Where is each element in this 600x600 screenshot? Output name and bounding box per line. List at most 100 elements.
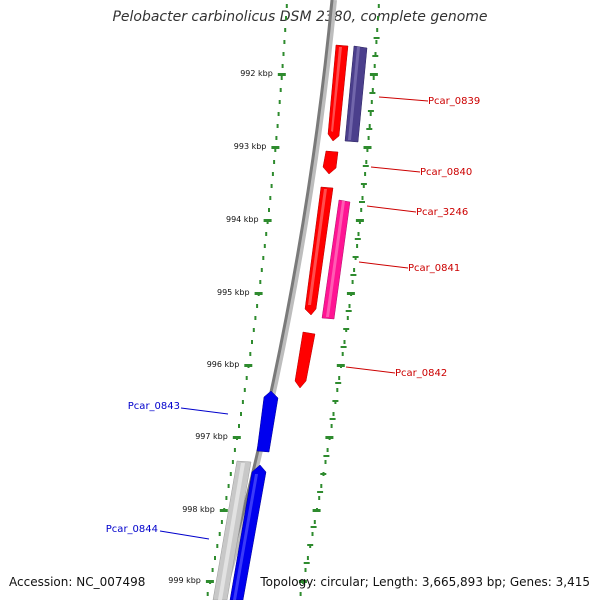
major-tick-right <box>336 364 345 367</box>
genome-summary-text: Topology: circular; Length: 3,665,893 bp… <box>260 575 590 589</box>
tick-dot-left <box>278 100 281 104</box>
kbp-label: 995 kbp <box>217 288 250 297</box>
tick-dot-left <box>279 88 282 92</box>
minor-tick-right <box>335 382 342 384</box>
minor-tick-right <box>366 128 373 130</box>
tick-dot-tracks <box>206 4 380 596</box>
tick-dot-left <box>282 52 285 56</box>
tick-dot-left <box>259 280 262 284</box>
tick-dot-right <box>372 76 375 80</box>
major-tick-left <box>254 292 263 295</box>
tick-dot-left <box>285 16 287 20</box>
major-tick-left <box>263 219 272 222</box>
tick-dot-left <box>275 136 278 140</box>
tick-dot-left <box>220 520 223 524</box>
tick-dot-left <box>238 424 240 428</box>
label-pcar-3246[interactable]: Pcar_3246 <box>416 207 468 218</box>
tick-dot-right <box>343 340 346 344</box>
kbp-label: 998 kbp <box>182 505 215 514</box>
gene-pcar-0842[interactable] <box>294 331 316 389</box>
label-pcar-0840[interactable]: Pcar_0840 <box>420 167 472 178</box>
gene-pcar-0843[interactable] <box>256 390 279 453</box>
tick-dot-left <box>229 472 232 476</box>
tick-dot-right <box>357 232 360 236</box>
minor-tick-right <box>372 55 379 57</box>
tick-dot-right <box>369 112 372 116</box>
tick-dot-left <box>231 460 234 464</box>
major-tick-left <box>232 436 241 439</box>
major-tick-left <box>205 580 214 583</box>
label-pcar-0841[interactable]: Pcar_0841 <box>408 263 460 274</box>
leader-pcar-0839 <box>378 96 429 102</box>
minor-tick-right <box>369 92 376 94</box>
leader-pcar-0844 <box>159 530 210 540</box>
tick-dot-left <box>225 496 228 500</box>
major-tick-left <box>271 146 280 149</box>
gene-pcar-0840[interactable] <box>322 150 339 175</box>
gene-gray-highlight <box>218 463 245 600</box>
minor-tick-right <box>350 274 357 276</box>
tick-dot-left <box>211 568 214 572</box>
gene-pcar-0844-highlight <box>233 474 258 600</box>
label-pcar-0839[interactable]: Pcar_0839 <box>428 96 480 107</box>
kbp-label: 994 kbp <box>226 215 259 224</box>
tick-dot-left <box>271 172 274 176</box>
tick-dot-left <box>274 148 277 152</box>
kbp-ticks: 992 kbp 993 kbp 994 kbp 995 kbp 996 kbp 997 k… <box>168 37 380 585</box>
minor-tick-right <box>320 473 327 475</box>
tick-dot-left <box>263 244 266 248</box>
minor-tick-right <box>359 201 365 203</box>
major-tick-left <box>277 73 286 76</box>
tick-dot-right <box>306 556 309 560</box>
tick-dot-right <box>366 148 369 152</box>
backbone-shadow <box>219 0 337 600</box>
major-tick-right <box>298 580 307 583</box>
tick-dot-left <box>218 532 221 536</box>
gene-labels: Pcar_0839 Pcar_0840 Pcar_3246 Pcar_0841 … <box>106 96 480 535</box>
leader-pcar-0840 <box>370 166 421 173</box>
minor-tick-right <box>362 165 369 167</box>
kbp-label: 997 kbp <box>195 432 228 441</box>
tick-dot-right <box>377 16 379 20</box>
tick-dot-left <box>227 484 230 488</box>
gene-pcar-0841-highlight <box>326 201 345 317</box>
tick-dot-right <box>367 136 370 140</box>
label-pcar-0842[interactable]: Pcar_0842 <box>395 368 447 379</box>
tick-dot-right <box>368 124 371 128</box>
tick-dot-right <box>361 196 364 200</box>
tick-dot-left <box>273 160 276 164</box>
minor-tick-right <box>352 256 359 258</box>
tick-dot-right <box>375 40 378 44</box>
tick-dot-right <box>326 448 329 452</box>
backbone <box>218 0 337 600</box>
minor-tick-right <box>373 37 380 39</box>
tick-dot-left <box>214 556 216 560</box>
tick-dot-left <box>277 112 280 116</box>
tick-dot-right <box>324 460 327 464</box>
leader-pcar-0843 <box>180 407 229 415</box>
tick-dot-left <box>256 304 259 308</box>
gene-pcar-0839-highlight <box>331 47 342 132</box>
tick-dot-right <box>313 520 316 524</box>
tick-dot-right <box>348 304 351 308</box>
tick-dot-right <box>311 532 314 536</box>
tick-dot-right <box>365 160 368 164</box>
major-tick-left <box>244 364 253 367</box>
leader-pcar-3246 <box>366 205 417 213</box>
gene-pcar-3246-highlight <box>308 189 327 305</box>
tick-dot-right <box>353 268 356 272</box>
tick-dot-left <box>265 232 268 236</box>
label-pcar-0844[interactable]: Pcar_0844 <box>106 524 158 535</box>
kbp-label: 993 kbp <box>234 142 267 151</box>
tick-dot-left <box>268 208 270 212</box>
accession-text: Accession: NC_007498 <box>9 575 146 589</box>
tick-dot-right <box>370 100 373 104</box>
tick-dot-right <box>371 88 374 92</box>
tick-dot-left <box>252 328 255 332</box>
major-tick-right <box>363 146 372 149</box>
minor-tick-right <box>307 544 314 546</box>
tick-dot-right <box>304 568 307 572</box>
tick-dot-left <box>216 544 219 548</box>
label-pcar-0843[interactable]: Pcar_0843 <box>128 401 180 412</box>
